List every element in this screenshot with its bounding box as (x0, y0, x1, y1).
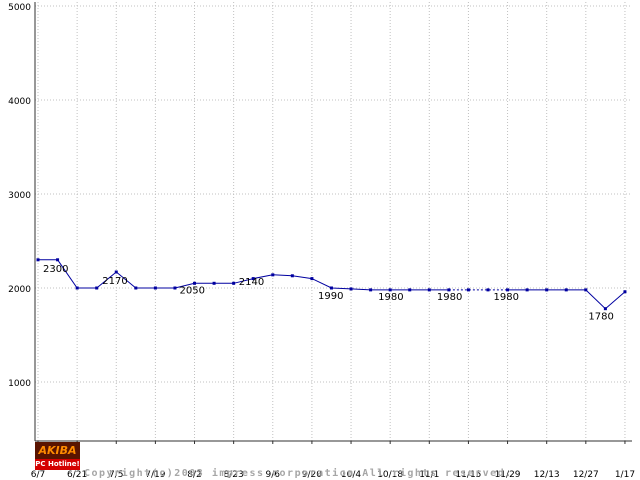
svg-text:10/4: 10/4 (341, 470, 361, 480)
akiba-logo-subtext: PC Hotline! (35, 459, 80, 470)
svg-text:9/20: 9/20 (302, 470, 322, 480)
svg-text:12/27: 12/27 (573, 470, 599, 480)
svg-text:2140: 2140 (239, 277, 264, 288)
svg-text:7/19: 7/19 (145, 470, 165, 480)
svg-text:1990: 1990 (318, 291, 343, 302)
svg-text:1980: 1980 (494, 292, 519, 303)
svg-text:1780: 1780 (588, 312, 613, 323)
svg-text:6/7: 6/7 (31, 470, 45, 480)
svg-text:3000: 3000 (8, 191, 31, 201)
svg-text:2050: 2050 (180, 285, 205, 296)
svg-text:5000: 5000 (8, 3, 31, 13)
svg-text:8/2: 8/2 (187, 470, 201, 480)
svg-text:6/21: 6/21 (67, 470, 87, 480)
akiba-logo-text: AKIBA (35, 442, 80, 459)
svg-text:1000: 1000 (8, 379, 31, 389)
svg-text:4000: 4000 (8, 97, 31, 107)
svg-text:1980: 1980 (437, 292, 462, 303)
svg-text:12/13: 12/13 (534, 470, 560, 480)
svg-text:1980: 1980 (378, 292, 403, 303)
svg-text:10/18: 10/18 (377, 470, 403, 480)
copyright-line: Copyright(c)2003 impress corporation All… (84, 468, 513, 479)
svg-text:2170: 2170 (102, 276, 127, 287)
svg-text:2000: 2000 (8, 285, 31, 295)
svg-text:7/5: 7/5 (109, 470, 123, 480)
svg-text:8/23: 8/23 (224, 470, 244, 480)
svg-text:11/1: 11/1 (419, 470, 439, 480)
svg-text:2300: 2300 (43, 264, 68, 275)
copyright-block: Copyright(c)2003 impress corporation All… (84, 441, 513, 480)
svg-text:11/15: 11/15 (455, 470, 481, 480)
svg-text:9/6: 9/6 (266, 470, 281, 480)
svg-text:1/17: 1/17 (615, 470, 635, 480)
svg-text:11/29: 11/29 (495, 470, 521, 480)
akiba-pc-hotline-logo: AKIBA PC Hotline! (35, 442, 80, 470)
